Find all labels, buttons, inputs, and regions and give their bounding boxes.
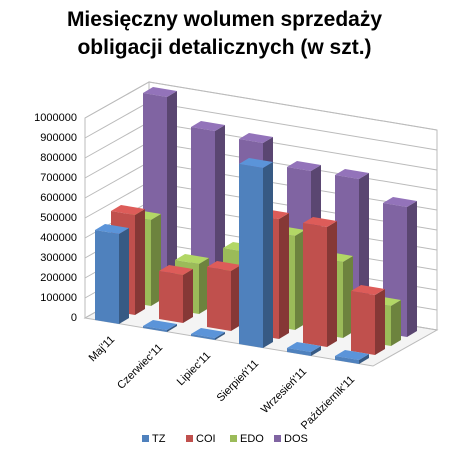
bar-side [295, 230, 305, 330]
bar-side [215, 332, 225, 340]
bar-side [263, 162, 273, 348]
bar-side [183, 269, 193, 323]
bar-side [279, 213, 289, 339]
bar-side [215, 125, 225, 305]
bar-top [143, 87, 177, 97]
y-tick-label: 600000 [40, 192, 77, 204]
bar-front [351, 291, 375, 355]
x-tick-label: Październik'11 [299, 374, 357, 432]
bar-side [167, 324, 177, 332]
chart-title: Miesięczny wolumen sprzedaży obligacji d… [66, 8, 383, 59]
bar-front [207, 267, 231, 331]
bar-top [335, 350, 369, 360]
bar-front [239, 164, 263, 348]
bar-front [303, 223, 327, 347]
bar [303, 217, 337, 347]
legend-swatch [142, 435, 149, 442]
bar-side [343, 256, 353, 338]
y-tick-label: 1000000 [34, 112, 77, 124]
y-tick-label: 800000 [40, 152, 77, 164]
bar-side [135, 209, 145, 315]
bar [95, 224, 129, 324]
bar-top [143, 320, 177, 330]
legend-label: DOS [284, 433, 308, 445]
bar-top [95, 224, 129, 234]
bar-top [351, 285, 385, 295]
x-tick-label: Lipiec'11 [175, 350, 213, 388]
legend-label: COI [196, 433, 216, 445]
bar [287, 342, 321, 356]
y-tick-label: 400000 [40, 232, 77, 244]
x-tick-label: Maj'11 [87, 334, 118, 365]
y-tick-label: 700000 [40, 172, 77, 184]
legend-swatch [186, 435, 193, 442]
bar [239, 158, 273, 348]
bar [143, 320, 177, 332]
bar-top [191, 328, 225, 338]
bar-top [383, 197, 417, 207]
legend-label: TZ [152, 433, 166, 445]
bar-top [191, 121, 225, 131]
bar [191, 328, 225, 340]
bar-top [239, 133, 273, 143]
bar-side [231, 265, 241, 331]
x-tick-label: Czerwiec'11 [115, 342, 165, 392]
legend-swatch [230, 435, 237, 442]
bar-side [311, 346, 321, 356]
bar-front [159, 271, 183, 323]
y-tick-label: 500000 [40, 212, 77, 224]
bar-side [151, 214, 161, 306]
bar [159, 265, 193, 323]
bar-side [391, 300, 401, 346]
legend-label: EDO [240, 433, 264, 445]
bar-top [335, 169, 369, 179]
bar-top [111, 205, 145, 215]
legend-swatch [274, 435, 281, 442]
bar-top [207, 261, 241, 271]
bar-top [287, 342, 321, 352]
bar-top [239, 158, 273, 168]
bar-top [287, 161, 321, 171]
bar-side [359, 354, 369, 364]
bar-front [287, 348, 311, 356]
bar-side [167, 91, 177, 297]
bar-side [199, 258, 209, 314]
bar-top [175, 254, 209, 264]
bar [351, 285, 385, 355]
y-tick-label: 200000 [40, 272, 77, 284]
y-tick-label: 100000 [40, 292, 77, 304]
bar [335, 350, 369, 364]
bar-side [375, 289, 385, 355]
y-tick-label: 300000 [40, 252, 77, 264]
bar-side [407, 201, 417, 337]
x-tick-label: Sierpień'11 [215, 358, 262, 405]
bar-front [191, 334, 215, 340]
bar-top [159, 265, 193, 275]
bar-top [303, 217, 337, 227]
bar-front [95, 230, 119, 324]
grid-line [84, 81, 438, 131]
bar-side [327, 221, 337, 347]
bar [207, 261, 241, 331]
x-tick-label: Wrzesień'11 [259, 366, 309, 416]
bar-front [143, 326, 167, 332]
bar-front [335, 356, 359, 364]
y-tick-label: 900000 [40, 132, 77, 144]
y-tick-label: 0 [71, 312, 77, 324]
bar-side [119, 228, 129, 324]
